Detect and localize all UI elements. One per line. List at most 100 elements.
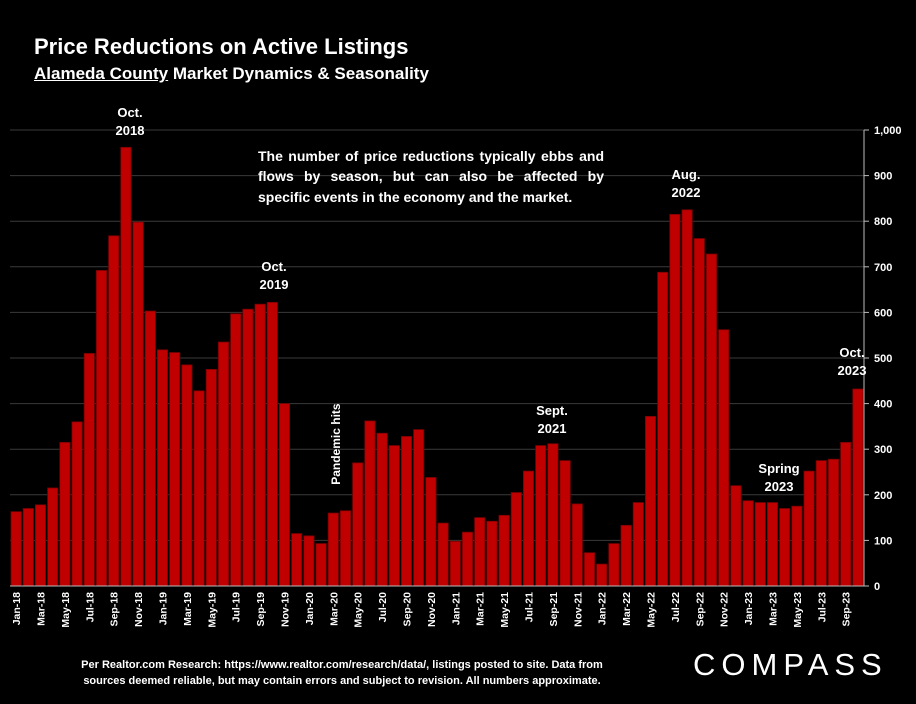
bar-Aug-19 (242, 308, 254, 587)
y-tick-label: 500 (874, 353, 892, 365)
x-tick-label: Jul-23 (816, 592, 828, 623)
annotation-spring-2023-line1: Spring (758, 461, 800, 476)
x-tick-label: Sep-19 (255, 592, 267, 627)
subtitle-rest: Market Dynamics & Seasonality (168, 64, 429, 83)
x-tick-label: May-21 (499, 592, 511, 628)
bar-Jun-20 (364, 420, 376, 587)
source-footer-line1: Per Realtor.com Research: https://www.re… (81, 659, 603, 671)
x-tick-label: Jan-23 (743, 592, 755, 625)
bar-Jan-20 (303, 535, 315, 587)
bar-Jun-19 (217, 341, 230, 587)
y-tick-label: 900 (874, 171, 892, 183)
annotation-oct-2019: Oct. 2019 (244, 258, 304, 293)
bar-Dec-20 (437, 522, 449, 587)
bar-Dec-19 (291, 533, 303, 587)
bar-Oct-21 (559, 460, 571, 587)
bar-Dec-22 (730, 485, 742, 587)
bar-Feb-23 (754, 502, 766, 587)
annotation-spring-2023-line2: 2023 (764, 478, 794, 494)
chart-note: The number of price reductions typically… (258, 148, 604, 205)
bar-Aug-23 (827, 458, 840, 587)
bar-Sep-19 (254, 303, 266, 587)
bar-May-22 (644, 415, 657, 587)
bar-May-21 (498, 514, 510, 587)
bar-Mar-21 (474, 517, 486, 587)
y-tick-label: 400 (874, 399, 892, 411)
x-tick-label: Jan-21 (450, 592, 462, 625)
bar-Apr-18 (47, 487, 59, 587)
x-tick-label: Mar-23 (768, 592, 780, 626)
x-tick-label: Jul-21 (524, 592, 536, 623)
bar-Jan-18 (10, 511, 22, 587)
x-tick-label: May-23 (792, 592, 804, 628)
annotation-oct-2023-line1: Oct. (839, 345, 865, 360)
x-tick-label: Jan-22 (597, 592, 609, 625)
subtitle-county: Alameda County (34, 64, 169, 83)
x-tick-label: Jan-19 (158, 592, 170, 625)
x-tick-label: Nov-20 (426, 592, 438, 627)
bar-Mar-20 (327, 512, 339, 587)
bar-Oct-20 (413, 429, 425, 587)
bar-Apr-22 (632, 502, 644, 587)
bar-Jun-22 (657, 271, 669, 587)
annotation-oct-2023: Oct. 2023 (822, 344, 882, 379)
y-tick-label: 0 (874, 581, 880, 593)
bar-Nov-18 (132, 221, 144, 587)
annotation-sept-2021-line1: Sept. (536, 403, 568, 418)
annotation-oct-2018-line2: 2018 (115, 122, 145, 138)
bar-Feb-21 (461, 531, 474, 587)
bar-Sep-20 (400, 436, 413, 587)
annotation-oct-2023-line2: 2023 (837, 362, 867, 378)
x-tick-label: May-19 (206, 592, 218, 628)
bar-May-18 (59, 441, 71, 587)
bar-Nov-19 (278, 403, 291, 587)
bar-Aug-20 (388, 445, 400, 587)
x-tick-label: Sep-22 (694, 592, 706, 627)
x-tick-label: Mar-21 (475, 592, 487, 626)
bar-Sep-23 (840, 441, 852, 587)
chart-subtitle: Alameda County Market Dynamics & Seasona… (34, 64, 429, 84)
bar-Apr-19 (193, 390, 205, 587)
annotation-spring-2023: Spring 2023 (746, 460, 812, 495)
bar-Jun-18 (71, 421, 83, 587)
x-tick-label: Mar-20 (328, 592, 340, 626)
y-tick-label: 700 (874, 262, 892, 274)
x-tick-label: Mar-19 (182, 592, 194, 626)
x-tick-label: Mar-18 (36, 592, 48, 626)
bar-Nov-21 (571, 503, 583, 587)
bar-Apr-21 (486, 520, 498, 587)
annotation-aug-2022: Aug. 2022 (656, 166, 716, 201)
y-tick-label: 100 (874, 535, 892, 547)
bar-Jan-21 (449, 540, 461, 587)
y-tick-label: 200 (874, 490, 892, 502)
x-tick-label: Jul-18 (84, 592, 96, 623)
bar-Mar-18 (34, 504, 47, 587)
annotation-oct-2018: Oct. 2018 (100, 104, 160, 139)
x-tick-label: May-18 (60, 592, 72, 628)
bar-Jul-19 (230, 313, 242, 587)
bar-Jan-23 (742, 500, 754, 587)
bar-May-23 (791, 505, 803, 587)
bar-Jul-22 (669, 213, 681, 587)
x-tick-label: Mar-22 (621, 592, 633, 626)
x-tick-label: Nov-19 (280, 592, 292, 627)
bar-Apr-23 (779, 508, 791, 587)
bar-Aug-21 (535, 445, 547, 587)
annotation-aug-2022-line1: Aug. (671, 167, 701, 182)
bar-Aug-18 (95, 270, 108, 587)
bar-Feb-18 (22, 508, 34, 587)
bar-Jul-20 (376, 432, 388, 587)
bar-Dec-21 (583, 552, 596, 587)
bar-Oct-22 (705, 253, 718, 587)
bar-May-20 (352, 462, 364, 587)
annotation-pandemic: Pandemic hits (328, 394, 344, 494)
bar-Feb-20 (315, 543, 327, 587)
bar-Oct-19 (266, 301, 278, 587)
y-tick-label: 800 (874, 216, 892, 228)
bar-Jan-19 (156, 349, 169, 587)
x-tick-label: Jul-20 (377, 592, 389, 623)
annotation-oct-2018-line1: Oct. (117, 105, 143, 120)
annotation-oct-2019-line2: 2019 (259, 276, 289, 292)
x-tick-label: Jan-20 (304, 592, 316, 625)
